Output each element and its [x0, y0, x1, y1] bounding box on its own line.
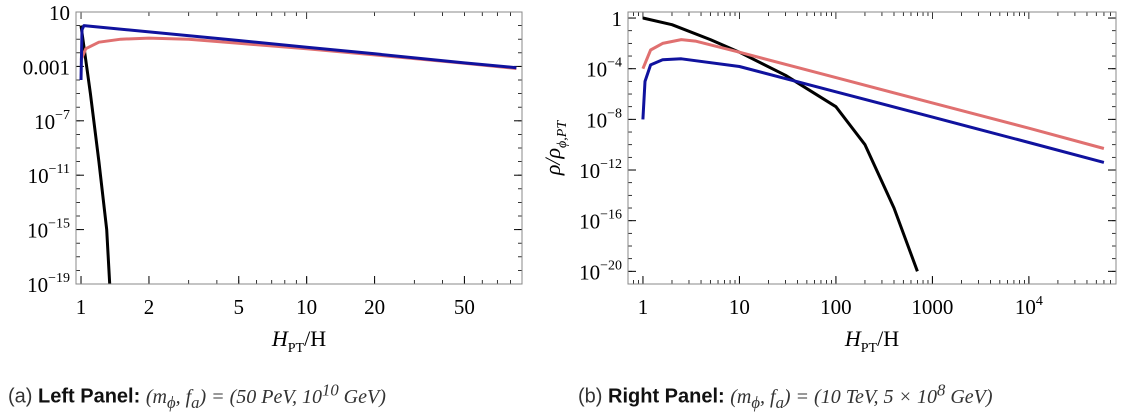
y-tick-label: 10−15 — [27, 217, 70, 243]
x-tick-label: 1 — [638, 295, 649, 319]
x-tick-label: 50 — [454, 295, 475, 319]
x-tick-label: 1000 — [911, 295, 953, 319]
series-line-2 — [79, 36, 517, 70]
minor-ticks — [76, 11, 523, 285]
x-tick-label: 2 — [144, 295, 155, 319]
caption-left-math: (mϕ, fa) = (50 PeV, 1010 GeV) — [145, 380, 386, 412]
y-axis-label: ρ/ρϕ,PT — [540, 120, 570, 177]
y-tick-label: 10−20 — [579, 258, 622, 284]
caption-right-prefix: (b) — [578, 385, 603, 408]
caption-right: (b) Right Panel: (mϕ, fa) = (10 TeV, 5 ×… — [578, 380, 993, 412]
series-line-3 — [641, 57, 1105, 164]
caption-left-title: Left Panel — [38, 385, 134, 408]
x-tick-label: 100 — [820, 295, 852, 319]
plot-frame — [627, 11, 1117, 285]
panel-right: 1 10 100 1000 104 1 10−4 10−8 10−12 10−16 10−20 HPT… — [540, 7, 1117, 356]
caption-left: (a) Left Panel: (mϕ, fa) = (50 PeV, 1010… — [8, 380, 386, 412]
y-tick-label: 10−8 — [586, 106, 622, 132]
x-tick-label: 10 — [296, 295, 317, 319]
series-line-1 — [79, 25, 112, 284]
caption-left-prefix: (a) — [8, 385, 33, 408]
y-tick-label: 1 — [612, 7, 623, 31]
caption-right-title: Right Panel — [608, 385, 719, 408]
y-tick-label: 10−16 — [579, 208, 622, 234]
x-tick-label: 10 — [729, 295, 750, 319]
y-tick-label: 0.001 — [23, 55, 70, 79]
y-tick-label: 10−11 — [28, 162, 70, 188]
plot-frame — [75, 11, 523, 285]
y-tick-label: 10−19 — [27, 271, 70, 297]
caption-right-math: (mϕ, fa) = (10 TeV, 5 × 108 GeV) — [730, 380, 993, 412]
y-tick-label: 10−7 — [34, 108, 70, 134]
x-tick-label: 20 — [364, 295, 385, 319]
panel-left: 1 2 5 10 20 50 10 0.001 10−7 10−11 10−15 10−19 HPT/H — [23, 1, 523, 356]
y-tick-label: 10 — [49, 1, 70, 25]
series-line-3 — [79, 24, 517, 81]
y-tick-label: 10−12 — [579, 157, 622, 183]
x-axis-label: HPT/H — [271, 326, 326, 356]
minor-ticks — [627, 12, 1117, 285]
series-line-2 — [641, 38, 1105, 150]
x-tick-label: 5 — [233, 295, 244, 319]
x-axis-label: HPT/H — [844, 326, 899, 356]
x-tick-label: 104 — [1015, 294, 1043, 319]
x-tick-label: 1 — [76, 295, 87, 319]
y-tick-label: 10−4 — [586, 56, 622, 82]
series-line-1 — [642, 16, 919, 272]
